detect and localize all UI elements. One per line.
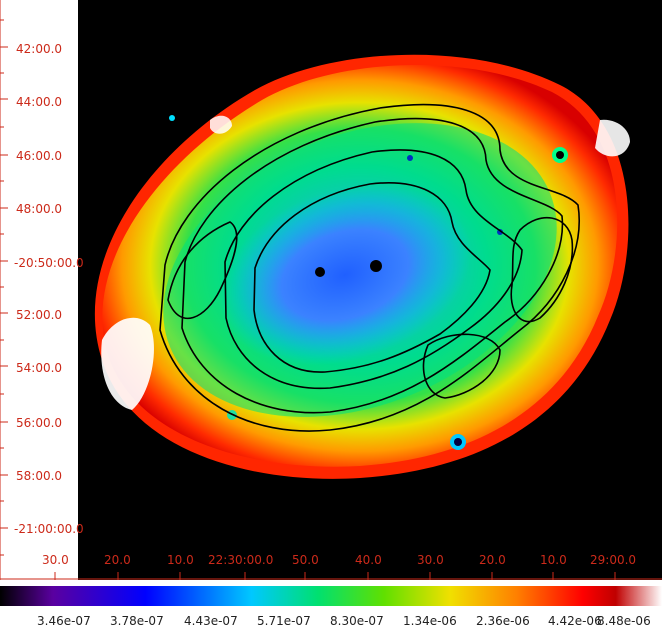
y-tick-label: -20:50:00.0 [14,256,84,270]
x-tick-label: 10.0 [167,553,194,567]
contour-overlay [159,103,580,432]
x-tick-label: 29:00.0 [590,553,637,567]
contour-line [181,117,564,414]
y-tick-label: 54:00.0 [16,361,63,375]
colorbar-label: 8.30e-07 [330,614,384,628]
star [556,151,564,159]
contour-line [510,216,574,323]
star [454,438,462,446]
colorbar-label: 4.42e-06 [548,614,602,628]
y-axis-ticks [0,0,8,580]
x-tick-label: 50.0 [292,553,319,567]
contour-line [167,221,238,320]
y-tick-label: 44:00.0 [16,95,63,109]
x-tick-label: 22:30:00.0 [208,553,274,567]
x-tick-label: 30.0 [42,553,69,567]
contour-line [253,182,491,373]
colorbar-label: 3.78e-07 [110,614,164,628]
y-tick-label: 42:00.0 [16,42,63,56]
colorbar-label: 1.34e-06 [403,614,457,628]
x-axis-ticks [0,572,662,580]
colorbar[interactable] [0,586,662,606]
y-tick-label: 56:00.0 [16,416,63,430]
star [169,115,175,121]
y-tick-label: 58:00.0 [16,469,63,483]
star [315,267,325,277]
saturated-patch-top [210,115,232,134]
contour-line [422,333,501,399]
x-tick-label: 20.0 [104,553,131,567]
x-tick-label: 30.0 [417,553,444,567]
contour-line [224,149,523,390]
star [407,155,413,161]
left-white-margin [0,0,78,580]
y-tick-label: 48:00.0 [16,202,63,216]
star [370,260,382,272]
colorbar-label: 4.43e-07 [184,614,238,628]
colorbar-label: 8.48e-06 [597,614,651,628]
saturated-patch-left [101,317,154,410]
contour-line [159,103,580,432]
x-tick-label: 40.0 [355,553,382,567]
colorbar-label: 5.71e-07 [257,614,311,628]
x-tick-label: 10.0 [540,553,567,567]
colorbar-label: 3.46e-07 [37,614,91,628]
nebula-core [218,184,472,366]
nebula-image[interactable] [0,0,662,580]
y-tick-label: -21:00:00.0 [14,522,84,536]
saturated-patch-right [595,119,630,157]
y-tick-label: 52:00.0 [16,308,63,322]
x-tick-label: 20.0 [479,553,506,567]
y-tick-label: 46:00.0 [16,149,63,163]
colorbar-label: 2.36e-06 [476,614,530,628]
